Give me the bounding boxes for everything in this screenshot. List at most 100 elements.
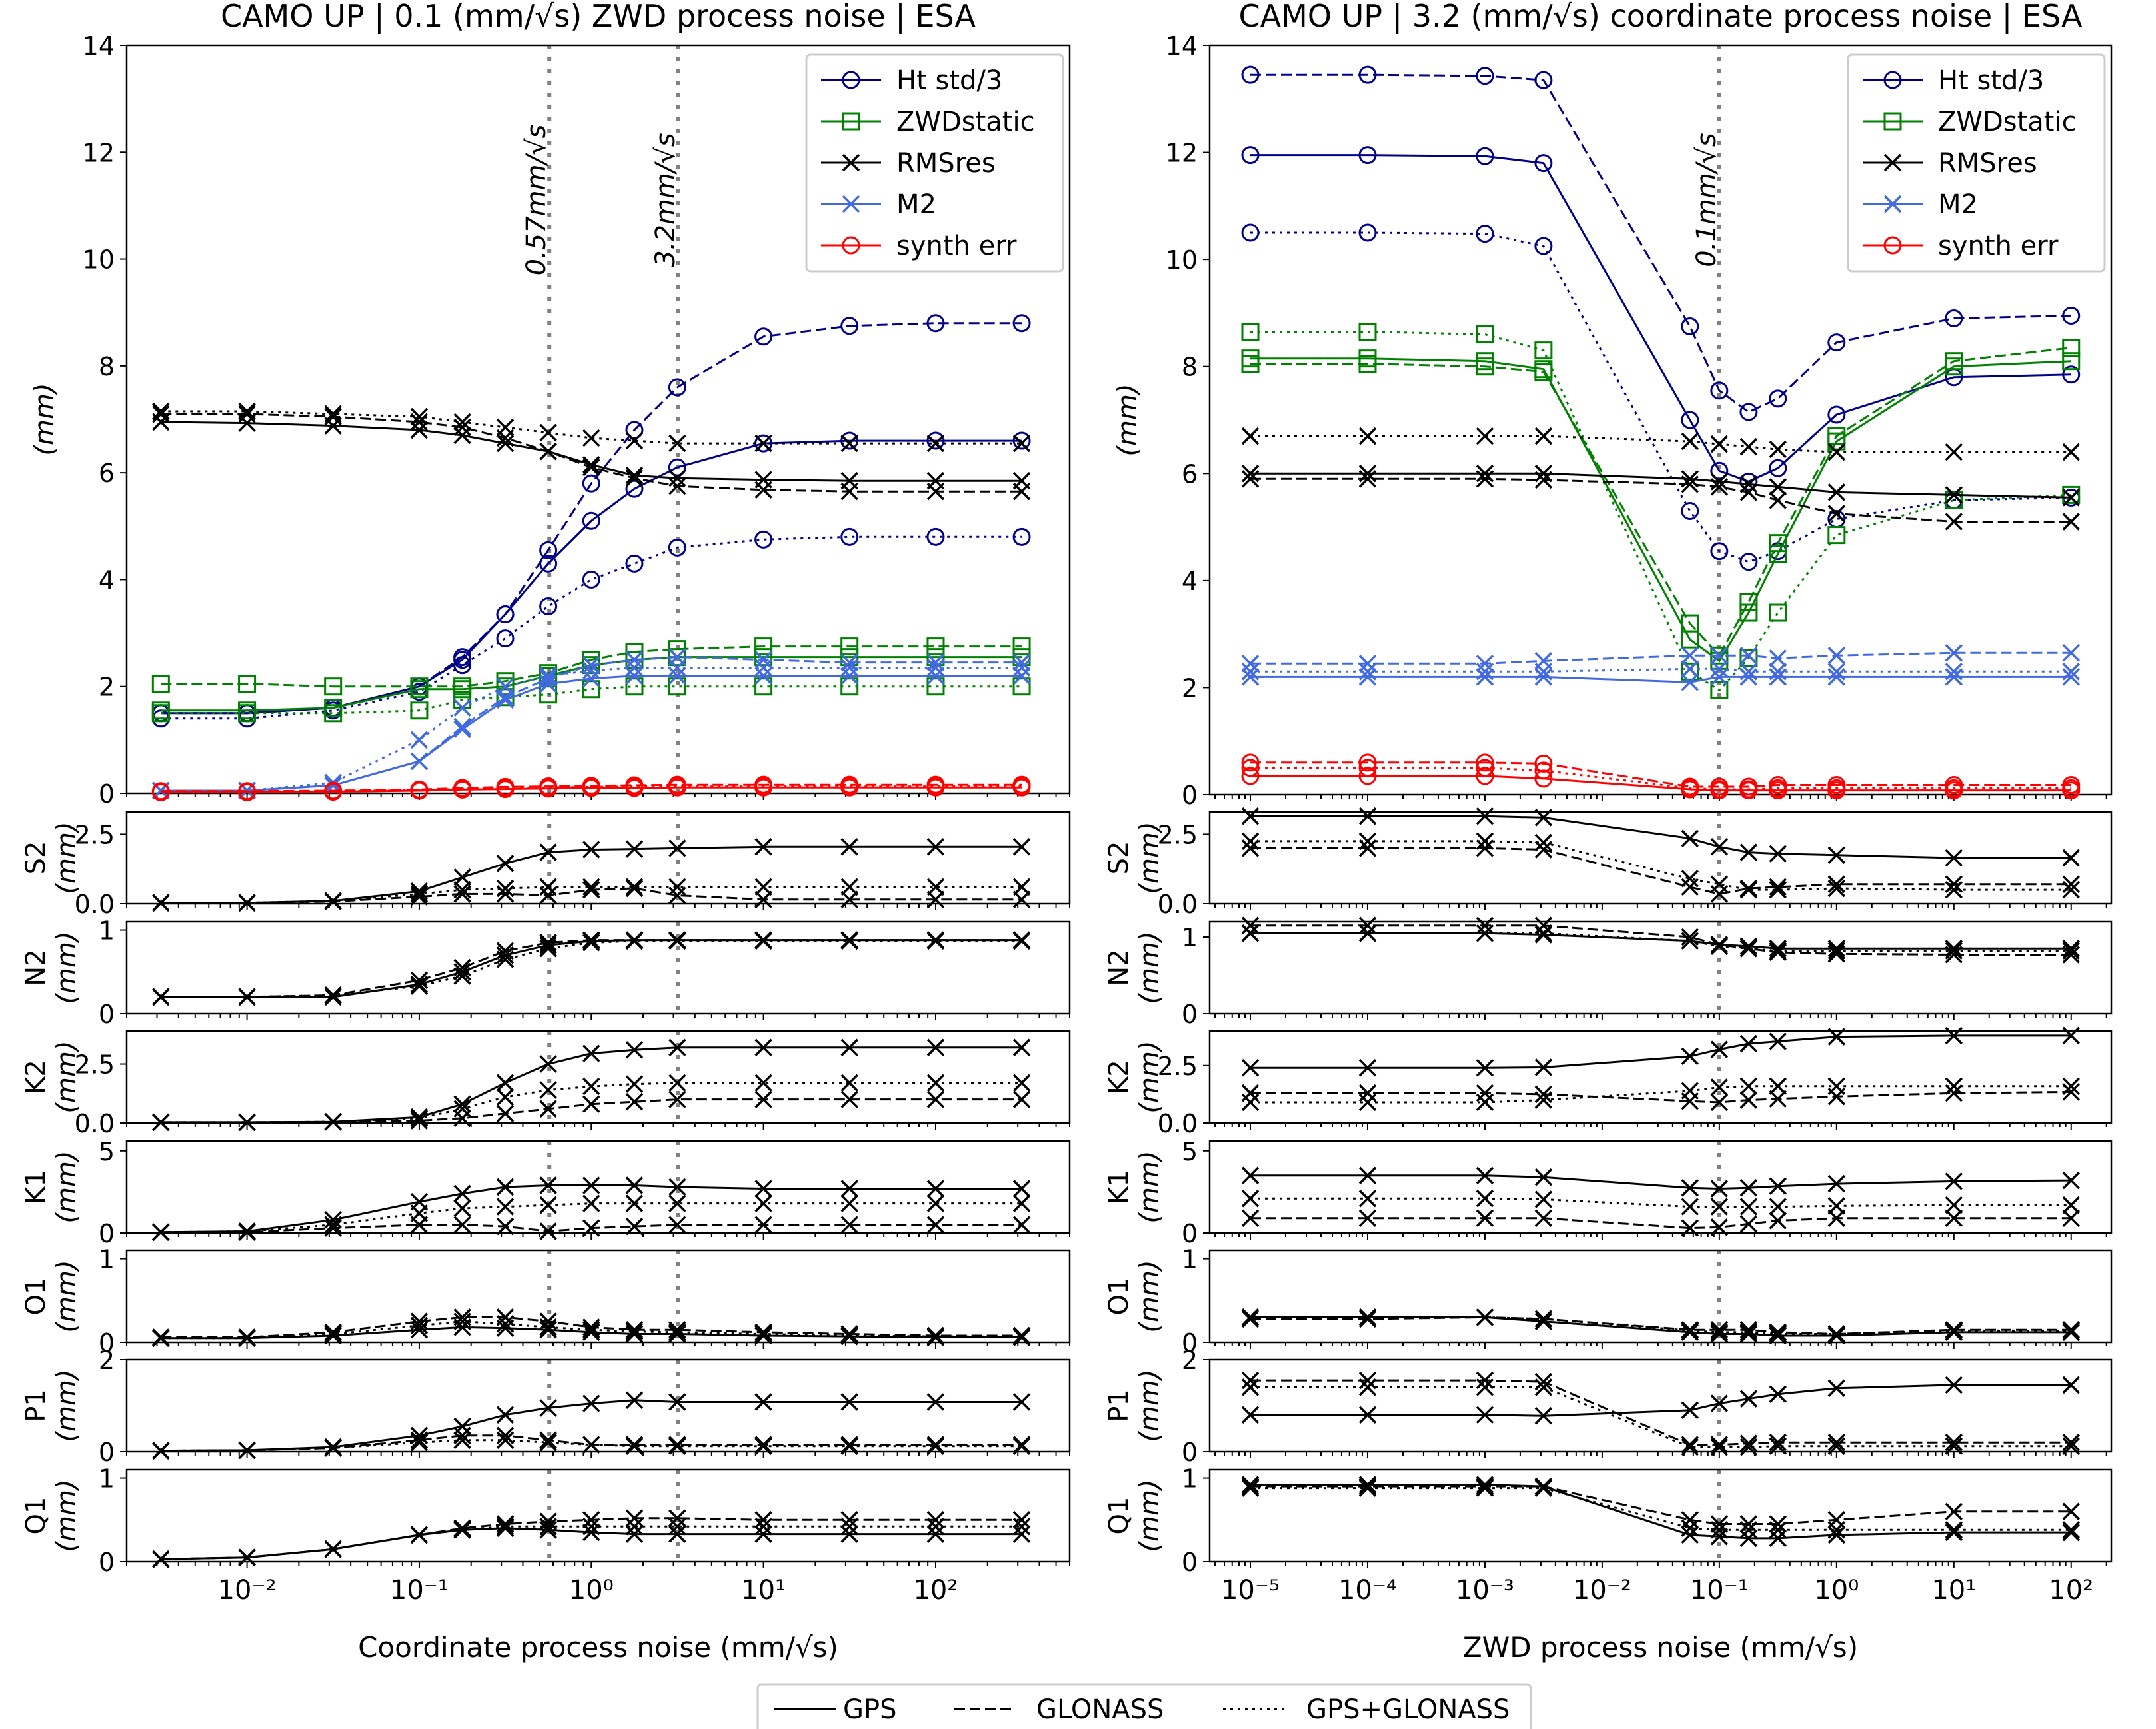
marker-square [410, 701, 429, 720]
marker-x [668, 1090, 686, 1108]
x-tick-label: 10⁻¹ [390, 1575, 449, 1606]
marker-x [539, 442, 557, 461]
marker-x [668, 1038, 686, 1057]
series-gps-glonass-dotted [152, 1431, 1031, 1460]
marker-x [324, 988, 342, 1006]
axes-frame [1208, 1249, 2113, 1344]
reference-line-label: 0.1mm/√s [1691, 133, 1722, 267]
marker-x [1827, 443, 1846, 461]
marker-x [1476, 1308, 1494, 1326]
marker-x [582, 1518, 600, 1536]
legend-box [805, 53, 1064, 273]
marker-x [582, 458, 600, 477]
marker-x [754, 878, 772, 896]
marker-x [1241, 916, 1260, 934]
marker-x [1012, 1327, 1031, 1346]
marker-x [453, 1199, 471, 1218]
marker-x [754, 932, 772, 950]
marker-x [754, 667, 772, 685]
series-gps-glonass-dotted [1241, 1378, 2080, 1456]
marker-x [539, 1399, 557, 1417]
marker-x [410, 888, 429, 906]
main-axes: 0 2 4 6 8 10 12 14 (mm) [1112, 31, 2113, 810]
marker-x [1710, 1093, 1729, 1112]
series-line [161, 675, 1022, 792]
marker-x [1769, 1212, 1787, 1230]
series-line [161, 1320, 1022, 1340]
marker-x [1358, 1308, 1377, 1326]
marker-x [2062, 942, 2080, 960]
marker-x [668, 1320, 686, 1339]
marker-circle [1681, 779, 1699, 797]
marker-x [453, 1431, 471, 1449]
y-axis-label: (mm) [1134, 1040, 1165, 1113]
marker-x [453, 1521, 471, 1539]
y-tick-label: 6 [99, 459, 115, 488]
legend-label-synth-err: synth err [896, 231, 1017, 261]
marker-x [1945, 663, 1963, 681]
marker-x [625, 1217, 644, 1236]
marker-x [1681, 1526, 1699, 1544]
y-tick-label: 2.5 [1158, 820, 1198, 849]
y-axis-label: N2 [1104, 949, 1134, 986]
marker-square [1476, 325, 1494, 344]
marker-circle [1358, 759, 1377, 777]
marker-circle [1012, 527, 1031, 546]
y-tick-label: 14 [1166, 31, 1198, 61]
marker-x [1534, 1378, 1553, 1396]
series-line [161, 413, 1022, 493]
marker-x [152, 1113, 170, 1132]
marker-circle [1476, 67, 1494, 85]
marker-x [2062, 644, 2080, 662]
marker-x [1739, 1434, 1758, 1452]
marker-x [1012, 1074, 1031, 1092]
marker-x [1681, 1082, 1699, 1100]
y-axis-label: (mm) [51, 1040, 82, 1113]
marker-x [840, 838, 858, 856]
marker-x [1241, 1310, 1260, 1328]
marker-x [1012, 932, 1031, 950]
marker-x [1769, 1437, 1787, 1455]
marker-circle [1476, 767, 1494, 785]
marker-x [1534, 809, 1553, 827]
marker-x [668, 659, 686, 677]
subplot-axes: 0 1 O1 (mm) [21, 1245, 1071, 1358]
series-gps-glonass-dotted [152, 1518, 1031, 1568]
marker-x [1358, 1093, 1377, 1112]
marker-x [238, 894, 256, 912]
marker-circle [1241, 759, 1260, 777]
marker-x [238, 1222, 256, 1240]
marker-x [1241, 1378, 1260, 1396]
y-axis-label: (mm) [1134, 821, 1165, 894]
subplot-axes: 0 1 10⁻⁵ 10⁻⁴ 10⁻³ 10⁻² 10⁻¹ 10⁰ 10¹ 10² Q1 (mm) [1104, 1464, 2113, 1606]
marker-x [1012, 482, 1031, 501]
marker-circle [1476, 147, 1494, 165]
marker-x [324, 1219, 342, 1237]
marker-x [582, 1318, 600, 1336]
series-line [161, 886, 1022, 904]
x-tick-label: 10² [2049, 1575, 2093, 1606]
marker-x [1769, 1032, 1787, 1050]
reference-line-label: 3.2mm/√s [650, 133, 681, 267]
marker-circle [1358, 65, 1377, 84]
marker-x [1739, 843, 1758, 861]
marker-x [1827, 1077, 1846, 1096]
y-axis-label: O1 [1104, 1278, 1134, 1316]
legend-label-ht-std-3: Ht std/3 [1938, 65, 2044, 96]
marker-x [1681, 928, 1699, 946]
y-axis-label: (mm) [1134, 1369, 1165, 1442]
marker-x [1827, 875, 1846, 893]
marker-x [496, 1088, 515, 1106]
y-axis-label: (mm) [51, 1150, 82, 1223]
marker-x [1681, 1219, 1699, 1237]
marker-square [1012, 637, 1031, 656]
marker-x [1476, 663, 1494, 681]
marker-x [410, 1433, 429, 1452]
marker-circle [1769, 459, 1787, 477]
marker-x [453, 885, 471, 903]
marker-x [496, 1431, 515, 1449]
series-line [161, 786, 1022, 793]
x-tick-label: 10⁻⁴ [1338, 1575, 1397, 1606]
marker-x [539, 1196, 557, 1214]
series-line [161, 1224, 1022, 1234]
